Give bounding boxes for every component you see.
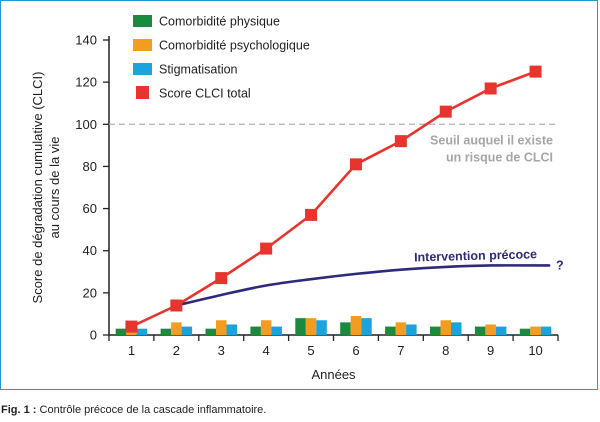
legend-swatch bbox=[133, 39, 152, 51]
x-tick-label: 1 bbox=[128, 343, 135, 358]
x-tick-label: 5 bbox=[307, 343, 314, 358]
clci-total-point bbox=[439, 105, 452, 118]
clci-total-point bbox=[305, 208, 318, 221]
threshold-label: Seuil auquel il existe bbox=[430, 133, 553, 147]
x-tick-label: 10 bbox=[528, 343, 542, 358]
bar-comorbidit-physique bbox=[430, 326, 441, 335]
chart: 0 20 40 60 80 100 120 140 1 2 3 4 5 6 7 8 9 10 Années Score… bbox=[30, 15, 564, 383]
bar-comorbidit-physique bbox=[250, 326, 261, 335]
bar-comorbidit-psychologique bbox=[530, 326, 541, 335]
y-axis-title-line: Score de dégradation cumulative (CLCI) bbox=[30, 72, 45, 304]
bar-comorbidit-physique bbox=[519, 328, 531, 335]
bar-stigmatisation bbox=[271, 326, 282, 335]
clci-line bbox=[125, 65, 542, 333]
x-tick-label: 8 bbox=[442, 343, 449, 358]
legend-label: Stigmatisation bbox=[159, 63, 238, 77]
bar-stigmatisation bbox=[136, 328, 148, 335]
bar-comorbidit-physique bbox=[115, 328, 127, 335]
y-tick-label: 140 bbox=[75, 33, 97, 48]
y-axis-title-line: au cours de la vie bbox=[47, 137, 62, 239]
bar-stigmatisation bbox=[181, 326, 193, 335]
clci-total-point bbox=[529, 65, 542, 78]
x-tick-label: 7 bbox=[397, 343, 404, 358]
clci-total-point bbox=[170, 299, 183, 312]
bar-comorbidit-psychologique bbox=[440, 320, 451, 335]
bar-comorbidit-physique bbox=[295, 318, 306, 335]
bar-stigmatisation bbox=[540, 326, 552, 335]
bar-stigmatisation bbox=[361, 318, 372, 335]
legend-label: Comorbidité physique bbox=[159, 15, 280, 29]
bar-stigmatisation bbox=[406, 324, 417, 335]
clci-total-point bbox=[125, 320, 138, 333]
x-tick-label: 9 bbox=[487, 343, 494, 358]
y-tick-label: 20 bbox=[83, 285, 97, 300]
bar-comorbidit-physique bbox=[340, 322, 351, 335]
intervention: Intervention précoce? bbox=[175, 247, 564, 307]
bar-comorbidit-physique bbox=[474, 326, 486, 335]
bar-stigmatisation bbox=[316, 320, 327, 335]
legend-swatch bbox=[133, 15, 152, 27]
bar-stigmatisation bbox=[495, 326, 507, 335]
y-tick-label: 40 bbox=[83, 243, 97, 258]
legend: Comorbidité physique Comorbidité psycholo… bbox=[133, 15, 310, 101]
bar-comorbidit-physique bbox=[385, 326, 396, 335]
y-tick-label: 60 bbox=[83, 201, 97, 216]
bar-comorbidit-psychologique bbox=[350, 316, 362, 335]
intervention-curve bbox=[175, 264, 551, 307]
bar-comorbidit-physique bbox=[160, 328, 172, 335]
legend-label: Score CLCI total bbox=[159, 87, 251, 101]
clci-total-point bbox=[349, 158, 362, 171]
intervention-label: Intervention précoce bbox=[414, 247, 537, 264]
bar-comorbidit-psychologique bbox=[171, 322, 182, 335]
x-axis-title: Années bbox=[311, 367, 356, 382]
bar-comorbidit-physique bbox=[205, 328, 216, 335]
bar-comorbidit-psychologique bbox=[260, 320, 272, 335]
bar-comorbidit-psychologique bbox=[216, 320, 227, 335]
intervention-question-mark: ? bbox=[556, 258, 564, 272]
y-tick-label: 0 bbox=[90, 328, 97, 343]
legend-marker bbox=[136, 86, 149, 99]
threshold-label: un risque de CLCI bbox=[446, 150, 553, 164]
y-axis-title: Score de dégradation cumulative (CLCI) au… bbox=[30, 72, 62, 304]
clci-total-point bbox=[484, 82, 497, 95]
y-tick-label: 80 bbox=[83, 159, 97, 174]
legend-label: Comorbidité psychologique bbox=[159, 39, 310, 53]
bar-comorbidit-psychologique bbox=[395, 322, 407, 335]
y-tick-label: 100 bbox=[75, 117, 97, 132]
caption-text: Contrôle précoce de la cascade inflammat… bbox=[39, 404, 267, 416]
figure-caption: Fig. 1 : Contrôle précoce de la cascade … bbox=[1, 404, 266, 416]
threshold: Seuil auquel il existe un risque de CLCI bbox=[109, 123, 558, 164]
axes: 0 20 40 60 80 100 120 140 1 2 3 4 5 6 7 8 9 10 Années Score… bbox=[30, 33, 559, 382]
clci-total-point bbox=[215, 272, 228, 285]
bar-stigmatisation bbox=[451, 322, 462, 335]
caption-label: Fig. 1 : bbox=[1, 404, 37, 416]
x-tick-label: 4 bbox=[263, 343, 270, 358]
x-tick-label: 3 bbox=[218, 343, 225, 358]
x-tick-label: 2 bbox=[173, 343, 180, 358]
bar-stigmatisation bbox=[226, 324, 237, 335]
bar-comorbidit-psychologique bbox=[485, 324, 496, 335]
clci-total-line bbox=[130, 70, 537, 328]
bar-comorbidit-psychologique bbox=[305, 318, 317, 335]
clci-total-point bbox=[394, 135, 407, 148]
bars bbox=[115, 316, 552, 335]
legend-swatch bbox=[133, 63, 152, 75]
x-tick-label: 6 bbox=[352, 343, 359, 358]
clci-total-point bbox=[260, 242, 273, 255]
y-tick-label: 120 bbox=[75, 75, 97, 90]
